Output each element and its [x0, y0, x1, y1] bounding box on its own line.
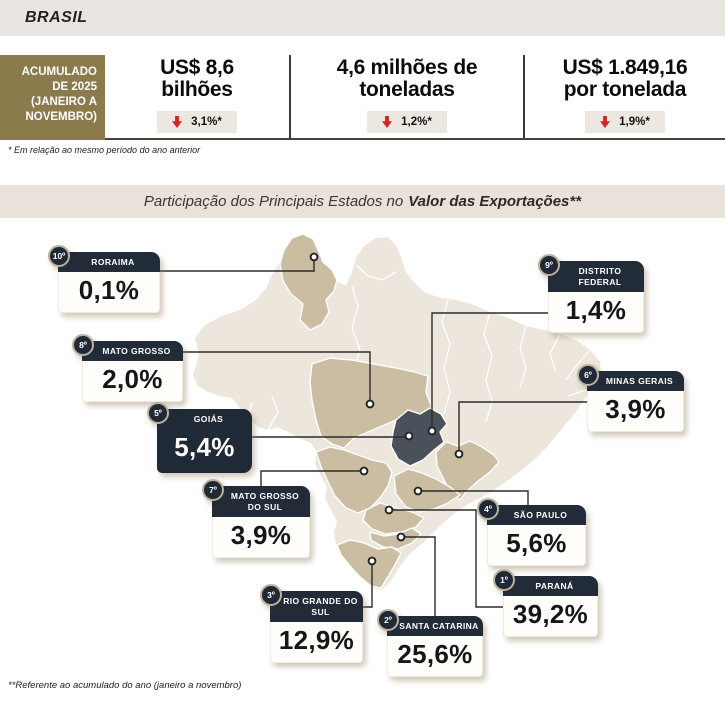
period-line: NOVEMBRO): [25, 110, 97, 123]
metric-value: US$ 1.849,16 por tonelada: [562, 56, 688, 102]
connector-sao-paulo: [418, 490, 529, 505]
state-share-value: 1,4%: [565, 295, 627, 326]
state-name-label: MATO GROSSO: [82, 341, 183, 362]
connector-mato-grosso-do-sul: [260, 470, 361, 486]
state-goias: [390, 407, 448, 467]
down-arrow-icon: [600, 115, 611, 128]
change-badge: 1,2%*: [367, 110, 447, 133]
metric-value: 4,6 milhões de toneladas: [336, 56, 478, 102]
page-title: BRASIL: [25, 9, 88, 26]
connector-mato-grosso: [183, 351, 371, 401]
state-share-value: 12,9%: [278, 625, 355, 656]
dot-distrito-federal: [427, 426, 437, 436]
down-arrow-icon: [382, 115, 393, 128]
state-callout-roraima: 10º RORAIMA 0,1%: [48, 245, 160, 314]
connector-parana: [392, 509, 503, 608]
connector-dots: [309, 252, 464, 566]
rank-badge: 7º: [202, 479, 224, 501]
state-callout-rio-grande-do-sul: 3º RIO GRANDE DO SUL 12,9%: [260, 584, 363, 664]
state-santa-catarina: [369, 527, 422, 550]
brazil-export-map: 10º RORAIMA 0,1% 9º DISTRITO FEDERAL 1,4…: [0, 218, 725, 702]
state-share-value: 0,1%: [78, 275, 140, 306]
metric-export-volume: 4,6 milhões de toneladas 1,2%*: [289, 55, 523, 138]
dot-roraima: [309, 252, 319, 262]
state-name-label: MATO GROSSO DO SUL: [212, 486, 310, 518]
rank-badge: 6º: [577, 364, 599, 386]
dot-goias: [404, 431, 414, 441]
change-value: 1,2%*: [401, 115, 432, 128]
down-arrow-icon: [172, 115, 183, 128]
state-share-value: 25,6%: [397, 639, 473, 670]
state-callout-mato-grosso: 8º MATO GROSSO 2,0%: [72, 334, 183, 403]
metric-export-value: US$ 8,6 bilhões 3,1%*: [105, 55, 289, 138]
rank-badge: 5º: [147, 402, 169, 424]
brazil-map-svg: [160, 233, 601, 616]
period-line: (JANEIRO A: [30, 95, 97, 108]
period-line: ACUMULADO: [21, 66, 97, 78]
metric-average-price: US$ 1.849,16 por tonelada 1,9%*: [523, 55, 725, 138]
state-share-value: 39,2%: [512, 599, 589, 630]
state-name-label: SÃO PAULO: [487, 505, 586, 526]
summary-metrics: ACUMULADO DE 2025 (JANEIRO A NOVEMBRO) U…: [0, 55, 725, 140]
state-name-label: RIO GRANDE DO SUL: [270, 591, 363, 623]
state-callout-santa-catarina: 2º SANTA CATARINA 25,6%: [377, 609, 483, 678]
connector-distrito-federal: [431, 312, 548, 429]
change-value: 1,9%*: [619, 115, 650, 128]
rank-badge: 3º: [260, 584, 282, 606]
state-name-label: DISTRITO FEDERAL: [548, 261, 644, 293]
state-callout-minas-gerais: 6º MINAS GERAIS 3,9%: [577, 364, 684, 433]
rank-badge: 4º: [477, 498, 499, 520]
state-share-value: 5,4%: [174, 432, 235, 463]
period-label-box: ACUMULADO DE 2025 (JANEIRO A NOVEMBRO): [0, 55, 105, 140]
connector-rio-grande-do-sul: [363, 564, 373, 608]
state-name-label: GOIÁS: [157, 409, 252, 430]
rank-badge: 2º: [377, 609, 399, 631]
footnote-reference: **Referente ao acumulado do ano (janeiro…: [8, 680, 242, 691]
state-share-value: 2,0%: [102, 364, 163, 395]
state-callout-sao-paulo: 4º SÃO PAULO 5,6%: [477, 498, 586, 567]
header-bar: BRASIL: [0, 0, 725, 36]
callout-connectors: [160, 261, 587, 616]
state-name-label: MINAS GERAIS: [587, 371, 684, 392]
connector-santa-catarina: [404, 536, 436, 616]
state-share-value: 5,6%: [506, 528, 567, 559]
rank-badge: 10º: [48, 245, 70, 267]
state-callout-goias: 5º GOIÁS 5,4%: [147, 402, 252, 474]
chart-title-bar: Participação dos Principais Estados no V…: [0, 185, 725, 218]
dot-parana: [384, 505, 394, 515]
connector-minas-gerais: [458, 401, 587, 451]
dot-rio-grande-do-sul: [367, 556, 377, 566]
metric-value: US$ 8,6 bilhões: [160, 56, 234, 102]
state-share-value: 3,9%: [605, 394, 666, 425]
change-badge: 1,9%*: [585, 110, 665, 133]
dot-mato-grosso: [365, 399, 375, 409]
state-minas-gerais: [435, 440, 500, 501]
state-callout-distrito-federal: 9º DISTRITO FEDERAL 1,4%: [538, 254, 644, 334]
state-callout-parana: 1º PARANÁ 39,2%: [493, 569, 598, 638]
state-roraima: [279, 233, 338, 331]
change-value: 3,1%*: [191, 115, 222, 128]
rank-badge: 9º: [538, 254, 560, 276]
connector-roraima: [160, 261, 315, 272]
period-line: DE 2025: [52, 80, 97, 93]
dot-santa-catarina: [396, 532, 406, 542]
dot-sao-paulo: [413, 486, 423, 496]
chart-title-regular: Participação dos Principais Estados no: [143, 193, 404, 210]
dot-mato-grosso-do-sul: [359, 466, 369, 476]
footnote-comparison: * Em relação ao mesmo período do ano ant…: [8, 145, 201, 155]
state-name-label: RORAIMA: [58, 252, 160, 273]
rank-badge: 1º: [493, 569, 515, 591]
state-name-label: PARANÁ: [503, 576, 598, 597]
state-name-label: SANTA CATARINA: [387, 616, 483, 637]
dot-minas-gerais: [454, 449, 464, 459]
state-callout-mato-grosso-do-sul: 7º MATO GROSSO DO SUL 3,9%: [202, 479, 310, 559]
chart-title-bold: Valor das Exportações**: [408, 193, 582, 210]
rank-badge: 8º: [72, 334, 94, 356]
change-badge: 3,1%*: [157, 110, 237, 133]
state-mato-grosso-do-sul: [315, 446, 393, 514]
state-share-value: 3,9%: [230, 520, 292, 551]
